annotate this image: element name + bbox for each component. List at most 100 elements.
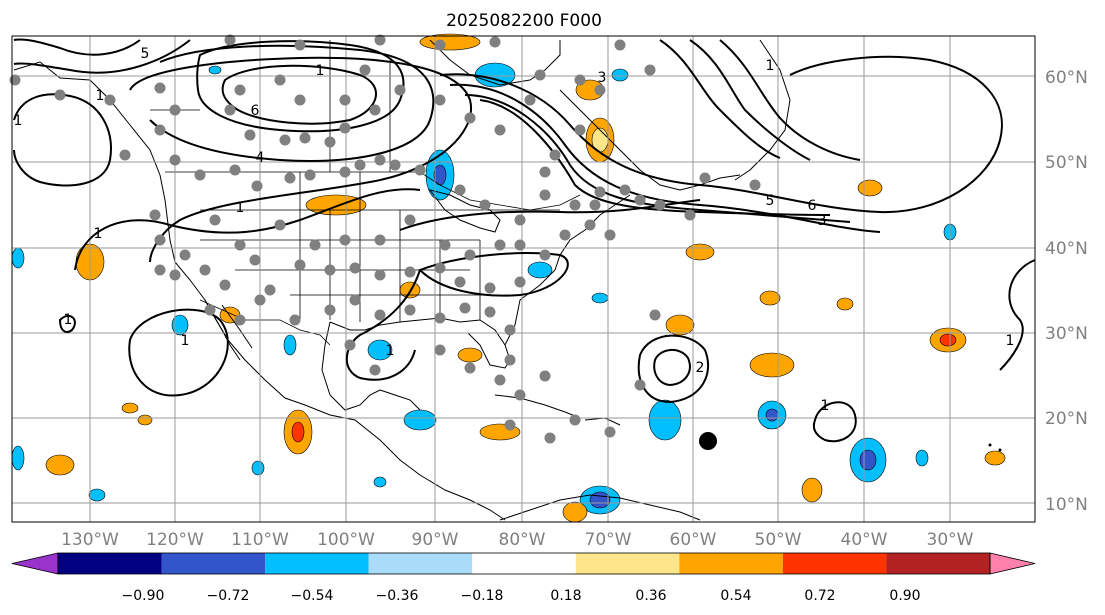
shaded-anomaly-blob [457, 347, 483, 363]
station-dot [374, 269, 386, 281]
map-frame [11, 35, 1036, 523]
station-dot [169, 269, 181, 281]
colorbar-segment [368, 553, 473, 574]
shaded-anomaly-blob [685, 243, 715, 261]
shaded-anomaly-blob [857, 179, 883, 197]
colorbar-segment [161, 553, 266, 574]
station-dot [404, 214, 416, 226]
colorbar-segment [782, 553, 887, 574]
station-dot [604, 426, 616, 438]
station-dot [489, 36, 501, 48]
station-dot [169, 154, 181, 166]
shaded-anomaly-blob [137, 414, 153, 426]
station-dot [749, 179, 761, 191]
station-dot [494, 124, 506, 136]
contour-label: 1 [236, 200, 245, 216]
station-dot [649, 309, 661, 321]
shaded-anomaly-blob [562, 501, 588, 523]
lon-label-50w: 50°W [755, 530, 802, 550]
station-dot [699, 172, 711, 184]
shaded-anomaly-blob [591, 292, 609, 304]
station-dot [374, 309, 386, 321]
station-dot [644, 64, 656, 76]
lat-label-60n: 60°N [1045, 68, 1088, 88]
shaded-anomaly-blob [403, 409, 437, 431]
station-dot [539, 166, 551, 178]
colorbar [11, 552, 1036, 575]
station-dot [434, 39, 446, 51]
colorbar-tick-label: 0.54 [720, 588, 751, 604]
station-dot [294, 259, 306, 271]
station-dot [619, 184, 631, 196]
station-dot [294, 94, 306, 106]
great-lakes-outline [428, 189, 501, 233]
shaded-anomaly-blob [11, 445, 25, 471]
shaded-anomaly-blob [939, 333, 957, 347]
station-dot [484, 282, 496, 294]
contour-line [479, 99, 831, 216]
shaded-anomaly-blob [915, 449, 929, 467]
shaded-anomaly-blob [11, 247, 25, 269]
station-dot [194, 169, 206, 181]
colorbar-tick-label: 0.72 [804, 588, 835, 604]
station-dot [514, 389, 526, 401]
shaded-anomaly-blob [749, 352, 795, 378]
station-dot [289, 314, 301, 326]
station-dot [54, 89, 66, 101]
contour-line [13, 38, 141, 56]
contour-line [149, 44, 435, 162]
station-dot [589, 199, 601, 211]
station-dot [234, 239, 246, 251]
station-dot [494, 374, 506, 386]
contour-label: 6 [808, 198, 817, 214]
contour-line [418, 252, 569, 297]
station-dot [279, 134, 291, 146]
station-dot [374, 234, 386, 246]
station-dot [464, 249, 476, 261]
station-dot [569, 414, 581, 426]
colorbar-segment [679, 553, 783, 574]
lon-label-100w: 100°W [317, 530, 375, 550]
lon-label-120w: 120°W [146, 530, 204, 550]
contour-label: 3 [598, 70, 607, 86]
station-dot [534, 69, 546, 81]
station-dot [154, 82, 166, 94]
contour-label: 1 [766, 58, 775, 74]
colorbar-tick-label: 0.36 [635, 588, 666, 604]
station-dot [254, 294, 266, 306]
shaded-anomaly-blob [589, 491, 611, 509]
station-dot [464, 362, 476, 374]
contour-label: 1 [316, 63, 325, 79]
contour-label: 1 [14, 113, 23, 129]
station-dot [454, 276, 466, 288]
station-dot [594, 186, 606, 198]
station-dot [514, 214, 526, 226]
contour-line [13, 93, 112, 187]
station-dot [374, 154, 386, 166]
lat-label-10n: 10°N [1045, 495, 1088, 515]
station-dot [344, 339, 356, 351]
colorbar-tick-label: −0.90 [122, 588, 165, 604]
colorbar-segment [265, 553, 369, 574]
shaded-anomaly-layer [11, 33, 1006, 523]
cape-verde-islands [988, 443, 992, 447]
colorbar-segment [886, 553, 990, 574]
lon-label-60w: 60°W [670, 530, 717, 550]
contour-line [58, 314, 76, 333]
station-dot [434, 94, 446, 106]
shaded-anomaly-blob [171, 314, 189, 336]
contour-line [129, 56, 473, 263]
contour-line [13, 39, 191, 74]
lon-label-40w: 40°W [841, 530, 888, 550]
contour-label: 1 [96, 88, 105, 104]
station-dot [324, 136, 336, 148]
station-dot [209, 214, 221, 226]
lat-lon-grid [12, 36, 1035, 522]
colorbar-segment [58, 553, 162, 574]
station-dot [464, 112, 476, 124]
colorbar-segment [472, 553, 576, 574]
shaded-anomaly-blob [527, 261, 553, 279]
station-dot [539, 249, 551, 261]
station-dot [459, 302, 471, 314]
